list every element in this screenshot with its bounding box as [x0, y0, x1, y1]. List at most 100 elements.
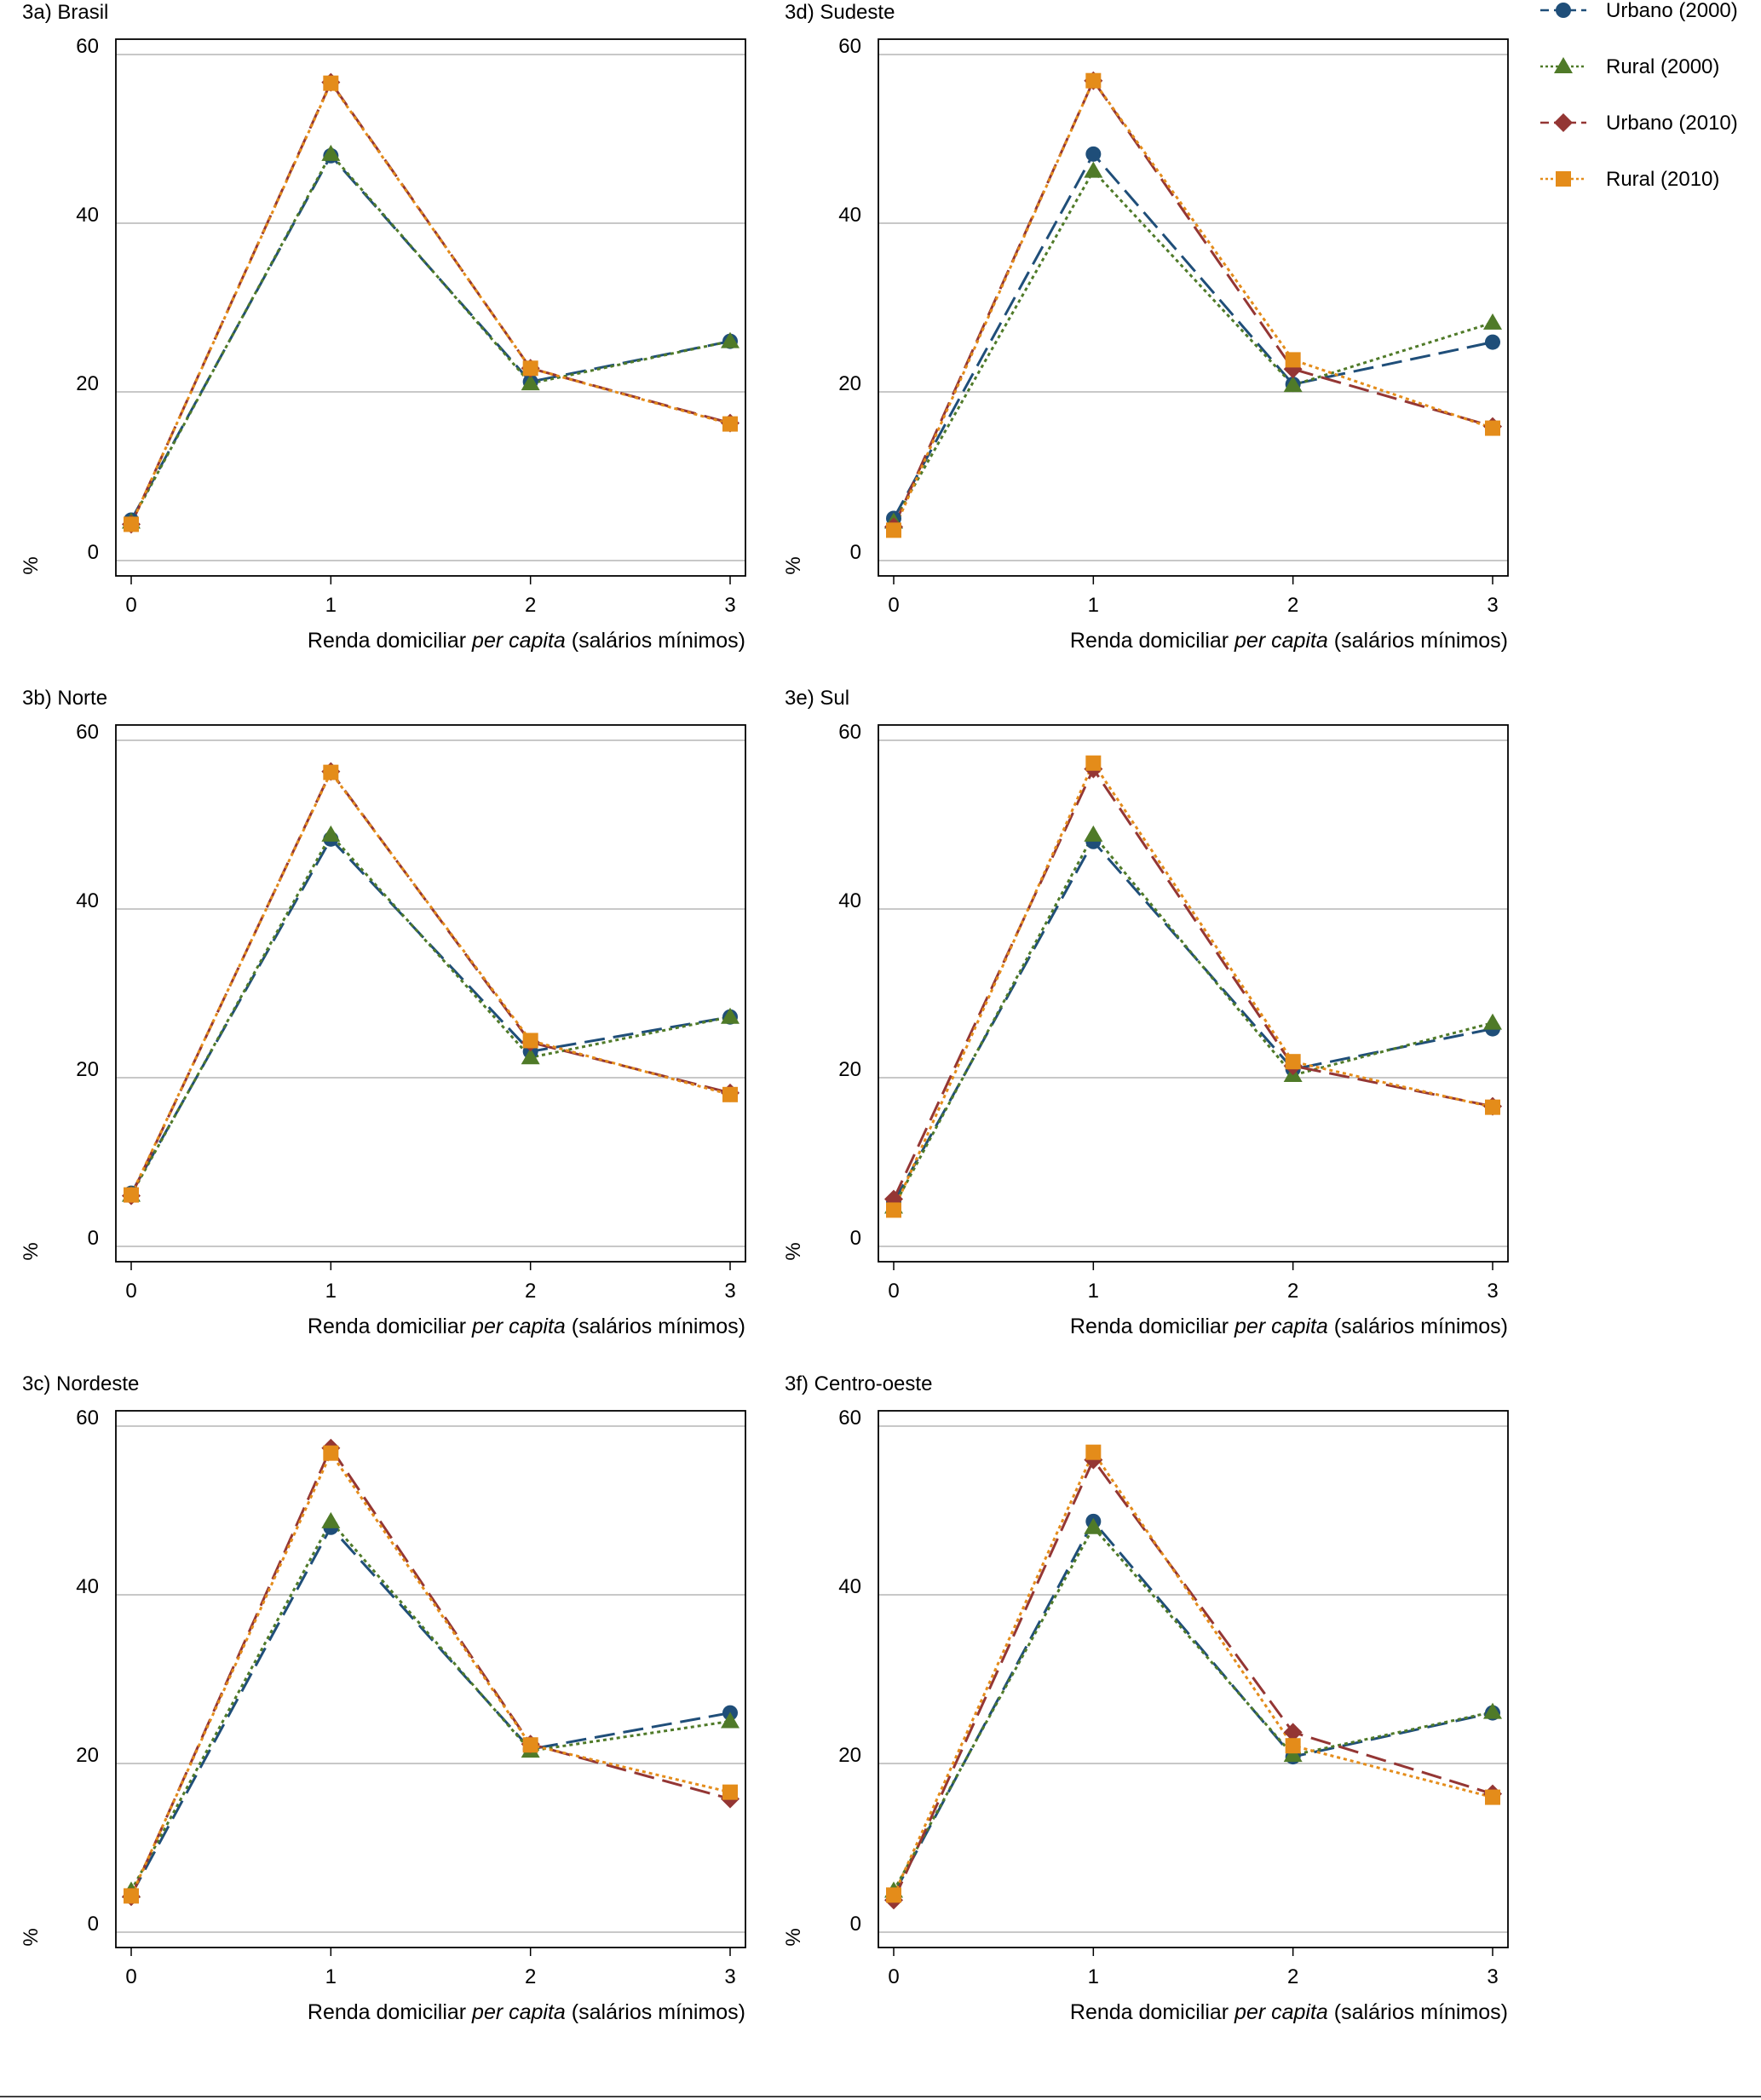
- data-point-rural-2000: [1084, 161, 1103, 178]
- y-axis-label: %: [782, 1242, 805, 1260]
- plot-frame: [878, 724, 1509, 1263]
- data-point-urbano-2000: [1085, 146, 1102, 162]
- series-line-urbano-2000: [892, 152, 1493, 520]
- series-line-rural-2010: [892, 760, 1493, 1211]
- series-line-rural-2010: [129, 1450, 731, 1897]
- series-line-urbano-2010: [892, 1457, 1493, 1901]
- x-tick-label: 1: [325, 1280, 337, 1303]
- plot-frame: [878, 38, 1509, 577]
- chart-panel-3a-brasil: 3a) Brasil 0 20 40 60 0 1 2 3% Renda domiciliar p…: [20, 1, 746, 653]
- data-point-rural-2000: [1283, 376, 1303, 393]
- x-tick-label: 3: [724, 1965, 735, 1988]
- x-tick-label: 3: [1487, 594, 1498, 617]
- plot-frame: [115, 724, 746, 1263]
- series-line-urbano-2010: [129, 1445, 731, 1898]
- series-line-rural-2000: [129, 832, 731, 1196]
- y-axis-label: %: [20, 1928, 43, 1946]
- x-tick-label: 3: [724, 1280, 735, 1303]
- data-point-rural-2000: [521, 1048, 540, 1065]
- plot-frame: [115, 38, 746, 577]
- panel-title: 3e) Sul: [785, 687, 849, 710]
- data-point-rural-2000: [721, 1007, 740, 1024]
- x-tick-label: 0: [888, 594, 899, 617]
- data-point-rural-2010: [1285, 1054, 1301, 1070]
- y-tick-label: 60: [76, 1407, 99, 1430]
- y-axis-label: %: [20, 556, 43, 574]
- data-point-rural-2010: [1285, 1738, 1301, 1754]
- x-tick-label: 3: [1487, 1965, 1498, 1988]
- panel-title: 3d) Sudeste: [785, 1, 895, 24]
- data-point-rural-2010: [124, 1888, 139, 1904]
- y-tick-label: 0: [850, 1227, 861, 1250]
- x-tick-label: 2: [1287, 1280, 1298, 1303]
- data-point-rural-2010: [1485, 1099, 1500, 1115]
- x-axis-label: Renda domiciliar per capita (salários mí…: [308, 629, 745, 653]
- y-tick-label: 0: [850, 1913, 861, 1936]
- y-tick-label: 60: [838, 35, 861, 58]
- legend-label-rural-2010: Rural (2010): [1606, 168, 1719, 191]
- data-point-rural-2010: [1085, 1444, 1102, 1460]
- x-axis-label: Renda domiciliar per capita (salários mí…: [1070, 629, 1508, 653]
- y-tick-label: 40: [838, 204, 861, 227]
- x-tick-label: 0: [125, 1280, 136, 1303]
- data-point-rural-2000: [1084, 1517, 1103, 1534]
- panel-title: 3b) Norte: [22, 687, 107, 710]
- y-tick-label: 40: [76, 1575, 99, 1598]
- y-tick-label: 20: [838, 1744, 861, 1767]
- series-line-rural-2010: [892, 78, 1493, 531]
- legend-marker-urbano-2000: [1556, 3, 1571, 18]
- y-tick-label: 20: [838, 1058, 861, 1081]
- x-axis-label: Renda domiciliar per capita (salários mí…: [1070, 1315, 1508, 1338]
- chart-panel-3d-sudeste: 3d) Sudeste 0 20 40 60 0 1 2 3% Renda domiciliar …: [782, 1, 1509, 653]
- y-tick-label: 0: [88, 1913, 99, 1936]
- data-point-rural-2010: [1485, 420, 1500, 436]
- data-point-rural-2010: [886, 1887, 901, 1903]
- data-point-rural-2000: [721, 1712, 740, 1729]
- data-point-rural-2000: [1283, 1746, 1303, 1763]
- x-axis-label: Renda domiciliar per capita (salários mí…: [308, 1315, 745, 1338]
- x-tick-label: 3: [1487, 1280, 1498, 1303]
- data-point-rural-2010: [886, 522, 901, 538]
- y-tick-label: 0: [88, 1227, 99, 1250]
- legend-label-urbano-2000: Urbano (2000): [1606, 0, 1738, 22]
- y-tick-label: 60: [76, 721, 99, 744]
- data-point-rural-2000: [1483, 313, 1502, 330]
- series-line-rural-2000: [129, 1519, 731, 1892]
- chart-panel-3c-nordeste: 3c) Nordeste 0 20 40 60 0 1 2 3% Renda domiciliar…: [20, 1372, 746, 2024]
- data-point-rural-2010: [722, 416, 738, 432]
- y-axis-label: %: [20, 1242, 43, 1260]
- data-point-rural-2010: [522, 360, 538, 377]
- data-point-rural-2010: [1085, 72, 1102, 89]
- x-tick-label: 0: [888, 1965, 899, 1988]
- data-point-rural-2010: [124, 1187, 139, 1203]
- x-tick-label: 0: [125, 1965, 136, 1988]
- data-point-rural-2010: [522, 1033, 538, 1049]
- plot-frame: [878, 1410, 1509, 1948]
- legend-marker-rural-2010: [1556, 171, 1571, 187]
- x-tick-label: 2: [525, 1965, 536, 1988]
- x-tick-label: 1: [325, 594, 337, 617]
- panel-title: 3f) Centro-oeste: [785, 1372, 932, 1395]
- y-tick-label: 60: [838, 721, 861, 744]
- x-tick-label: 1: [1088, 1280, 1099, 1303]
- x-tick-label: 0: [888, 1280, 899, 1303]
- series-line-rural-2000: [892, 1525, 1493, 1892]
- series-line-rural-2010: [129, 80, 731, 526]
- legend-marker-urbano-2010: [1554, 113, 1573, 132]
- y-tick-label: 20: [76, 372, 99, 395]
- y-tick-label: 60: [76, 35, 99, 58]
- legend-marker-rural-2000: [1554, 57, 1573, 73]
- data-point-rural-2010: [722, 1086, 738, 1102]
- y-tick-label: 20: [76, 1058, 99, 1081]
- data-point-rural-2010: [1085, 755, 1102, 771]
- data-point-rural-2010: [722, 1784, 738, 1800]
- x-tick-label: 2: [1287, 594, 1298, 617]
- data-point-rural-2010: [124, 516, 139, 532]
- chart-panel-3e-sul: 3e) Sul 0 20 40 60 0 1 2 3% Renda domiciliar per …: [782, 687, 1509, 1338]
- x-axis-label: Renda domiciliar per capita (salários mí…: [308, 2000, 745, 2024]
- y-tick-label: 20: [76, 1744, 99, 1767]
- data-point-rural-2010: [1285, 352, 1301, 368]
- y-tick-label: 60: [838, 1407, 861, 1430]
- x-tick-label: 2: [525, 1280, 536, 1303]
